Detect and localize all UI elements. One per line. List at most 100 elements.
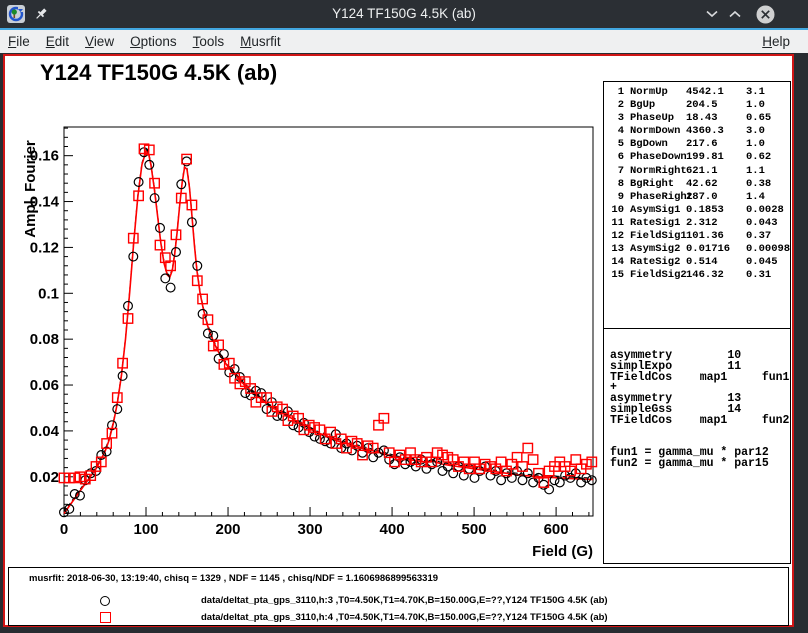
svg-text:Field (G): Field (G) xyxy=(532,543,593,560)
svg-text:100: 100 xyxy=(133,521,158,538)
param-name: PhaseUp xyxy=(630,112,675,125)
param-value: 0.01716 xyxy=(686,243,731,256)
param-value: 199.81 xyxy=(686,151,724,164)
parameter-row: 14 RateSig2 0.514 0.045 xyxy=(604,256,790,269)
param-error: 1.1 xyxy=(746,164,765,177)
fit-curve-h4 xyxy=(63,149,594,514)
parameter-row: 15 FieldSig2 146.32 0.31 xyxy=(604,269,790,282)
param-value: 4360.3 xyxy=(686,125,724,138)
svg-text:600: 600 xyxy=(544,521,569,538)
param-name: BgRight xyxy=(630,177,675,190)
param-error: 0.0028 xyxy=(746,203,784,216)
param-error: 3.0 xyxy=(746,125,765,138)
parameter-row: 13 AsymSig2 0.01716 0.00098 xyxy=(604,243,790,256)
param-index: 7 xyxy=(617,164,624,177)
parameter-row: 7 NormRight 621.1 1.1 xyxy=(604,165,790,178)
param-value: 287.0 xyxy=(686,190,718,203)
minimize-button[interactable] xyxy=(701,4,723,24)
param-index: 5 xyxy=(617,138,624,151)
parameter-row: 10 AsymSig1 0.1853 0.0028 xyxy=(604,204,790,217)
parameter-row: 11 RateSig1 2.312 0.043 xyxy=(604,217,790,230)
param-name: RateSig1 xyxy=(630,216,681,229)
titlebar-accent-line xyxy=(0,28,808,30)
param-index: 2 xyxy=(617,99,624,112)
param-index: 10 xyxy=(611,203,624,216)
param-name: PhaseDown xyxy=(630,151,687,164)
menu-bar-items: File Edit View Options Tools Musrfit xyxy=(0,34,289,49)
menu-musrfit[interactable]: Musrfit xyxy=(240,34,281,49)
legend-square-marker xyxy=(100,612,111,623)
menu-options[interactable]: Options xyxy=(130,34,177,49)
param-name: AsymSig1 xyxy=(630,203,681,216)
param-error: 0.045 xyxy=(746,256,778,269)
param-index: 8 xyxy=(617,177,624,190)
menu-file[interactable]: File xyxy=(8,34,30,49)
param-value: 4542.1 xyxy=(686,86,724,98)
legend-entry-label: data/deltat_pta_gps_3110,h:3 ,T0=4.50K,T… xyxy=(201,595,608,606)
parameter-row: 3 PhaseUp 18.43 0.65 xyxy=(604,112,790,125)
close-button[interactable] xyxy=(754,4,776,24)
param-name: PhaseRight xyxy=(630,190,694,203)
param-error: 0.31 xyxy=(746,269,772,282)
theory-box: asymmetry 10 simplExpo 11 TFieldCos map1… xyxy=(603,328,791,564)
param-error: 1.0 xyxy=(746,99,765,112)
menu-tools[interactable]: Tools xyxy=(192,34,225,49)
param-index: 11 xyxy=(611,216,624,229)
parameter-table: 1 NormUp 4542.1 3.1 2 BgUp 204.5 1.0 3 PhaseUp 18.… xyxy=(603,81,791,329)
svg-text:0.1: 0.1 xyxy=(38,285,59,302)
menu-help[interactable]: Help xyxy=(762,34,790,49)
legend-circle-marker xyxy=(100,596,110,606)
menu-view[interactable]: View xyxy=(85,34,115,49)
svg-text:0.14: 0.14 xyxy=(30,194,60,211)
svg-text:300: 300 xyxy=(298,521,323,538)
param-name: FieldSig1 xyxy=(630,230,687,243)
menu-bar: File Edit View Options Tools Musrfit Help xyxy=(0,30,808,53)
menu-edit[interactable]: Edit xyxy=(45,34,70,49)
param-value: 101.36 xyxy=(686,230,724,243)
param-error: 0.62 xyxy=(746,151,772,164)
param-name: BgDown xyxy=(630,138,668,151)
fit-info-line: musrfit: 2018-06-30, 13:19:40, chisq = 1… xyxy=(29,573,439,584)
pin-icon[interactable] xyxy=(34,7,48,26)
plot-title: Y124 TF150G 4.5K (ab) xyxy=(40,60,278,85)
svg-text:0.16: 0.16 xyxy=(30,148,59,165)
parameter-row: 6 PhaseDown 199.81 0.62 xyxy=(604,151,790,164)
param-name: FieldSig2 xyxy=(630,269,687,282)
param-name: NormDown xyxy=(630,125,681,138)
param-value: 2.312 xyxy=(686,216,718,229)
svg-text:0.06: 0.06 xyxy=(30,377,59,394)
param-value: 204.5 xyxy=(686,99,718,112)
param-error: 0.65 xyxy=(746,112,772,125)
param-index: 4 xyxy=(617,125,624,138)
title-bar: Y124 TF150G 4.5K (ab) xyxy=(0,0,808,28)
svg-text:500: 500 xyxy=(462,521,487,538)
param-name: BgUp xyxy=(630,99,656,112)
parameter-row: 1 NormUp 4542.1 3.1 xyxy=(604,86,790,99)
param-value: 0.1853 xyxy=(686,203,724,216)
param-value: 42.62 xyxy=(686,177,718,190)
parameter-row: 9 PhaseRight 287.0 1.4 xyxy=(604,191,790,204)
maximize-button[interactable] xyxy=(724,4,746,24)
param-value: 18.43 xyxy=(686,112,718,125)
param-error: 0.043 xyxy=(746,216,778,229)
svg-text:Ampl. Fourier: Ampl. Fourier xyxy=(22,140,39,238)
parameter-row: 2 BgUp 204.5 1.0 xyxy=(604,99,790,112)
param-index: 9 xyxy=(617,190,624,203)
param-index: 13 xyxy=(611,243,624,256)
legend-entry-label: data/deltat_pta_gps_3110,h:4 ,T0=4.50K,T… xyxy=(201,612,608,623)
param-value: 0.514 xyxy=(686,256,718,269)
fourier-plot-svg: 0 100 200 300 400 500 600 0.02 0.04 0.06 0.08 0.1 0.… xyxy=(22,126,598,560)
root-app-icon xyxy=(7,5,25,28)
window-title: Y124 TF150G 4.5K (ab) xyxy=(332,6,476,21)
param-value: 621.1 xyxy=(686,164,718,177)
legend-pad: musrfit: 2018-06-30, 13:19:40, chisq = 1… xyxy=(8,567,789,626)
root-canvas[interactable]: Y124 TF150G 4.5K (ab) 0 100 200 300 400 500 60… xyxy=(3,54,794,627)
parameter-row: 5 BgDown 217.6 1.0 xyxy=(604,138,790,151)
param-name: AsymSig2 xyxy=(630,243,681,256)
svg-text:0.08: 0.08 xyxy=(30,331,59,348)
param-index: 15 xyxy=(611,269,624,282)
param-index: 3 xyxy=(617,112,624,125)
svg-text:0: 0 xyxy=(60,521,68,538)
parameter-row: 12 FieldSig1 101.36 0.37 xyxy=(604,230,790,243)
